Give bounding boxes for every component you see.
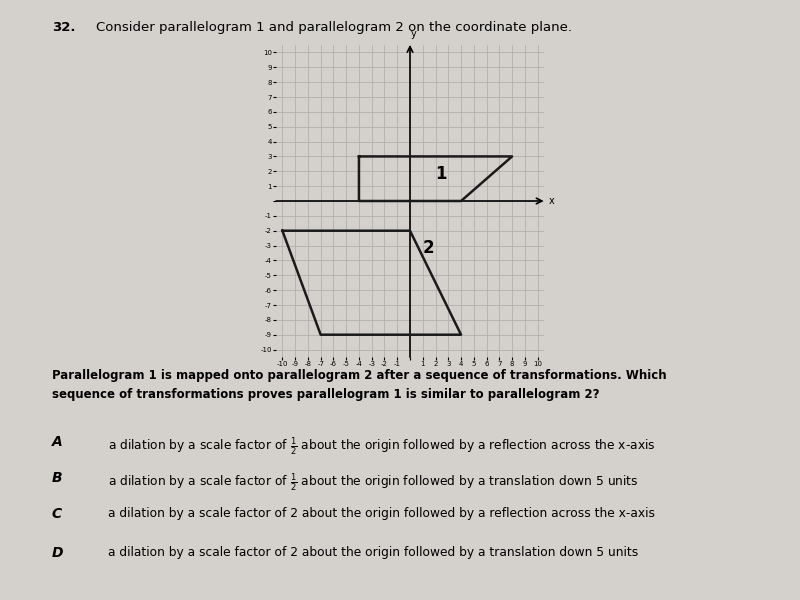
Text: x: x [549,196,555,206]
Text: a dilation by a scale factor of $\frac{1}{2}$ about the origin followed by a tra: a dilation by a scale factor of $\frac{1… [108,471,638,493]
Text: y: y [411,29,417,39]
Text: 2: 2 [422,239,434,257]
Text: a dilation by a scale factor of $\frac{1}{2}$ about the origin followed by a ref: a dilation by a scale factor of $\frac{1… [108,435,656,457]
Text: Consider parallelogram 1 and parallelogram 2 on the coordinate plane.: Consider parallelogram 1 and parallelogr… [96,21,572,34]
Text: 32.: 32. [52,21,75,34]
Text: B: B [52,471,62,485]
Text: a dilation by a scale factor of 2 about the origin followed by a translation dow: a dilation by a scale factor of 2 about … [108,546,638,559]
Text: D: D [52,546,63,560]
Text: a dilation by a scale factor of 2 about the origin followed by a reflection acro: a dilation by a scale factor of 2 about … [108,507,655,520]
Text: Parallelogram 1 is mapped onto parallelogram 2 after a sequence of transformatio: Parallelogram 1 is mapped onto parallelo… [52,369,666,401]
Text: C: C [52,507,62,521]
Text: 1: 1 [435,165,447,183]
Text: A: A [52,435,62,449]
